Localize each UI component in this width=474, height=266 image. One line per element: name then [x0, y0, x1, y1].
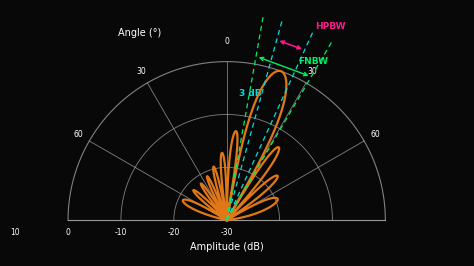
Text: -20: -20 — [168, 228, 180, 237]
Text: 30: 30 — [308, 67, 317, 76]
Text: -10: -10 — [115, 228, 127, 237]
Text: 0: 0 — [224, 37, 229, 46]
Text: Angle (°): Angle (°) — [118, 28, 161, 38]
Text: 60: 60 — [73, 130, 83, 139]
Text: 30: 30 — [136, 67, 146, 76]
Text: 10: 10 — [10, 228, 20, 237]
Text: -30: -30 — [220, 228, 233, 237]
Text: Amplitude (dB): Amplitude (dB) — [190, 243, 264, 252]
Text: HPBW: HPBW — [315, 22, 346, 31]
Text: 3 dB: 3 dB — [239, 89, 262, 98]
Text: FNBW: FNBW — [298, 57, 328, 66]
Text: 0: 0 — [65, 228, 71, 237]
Text: 60: 60 — [370, 130, 380, 139]
